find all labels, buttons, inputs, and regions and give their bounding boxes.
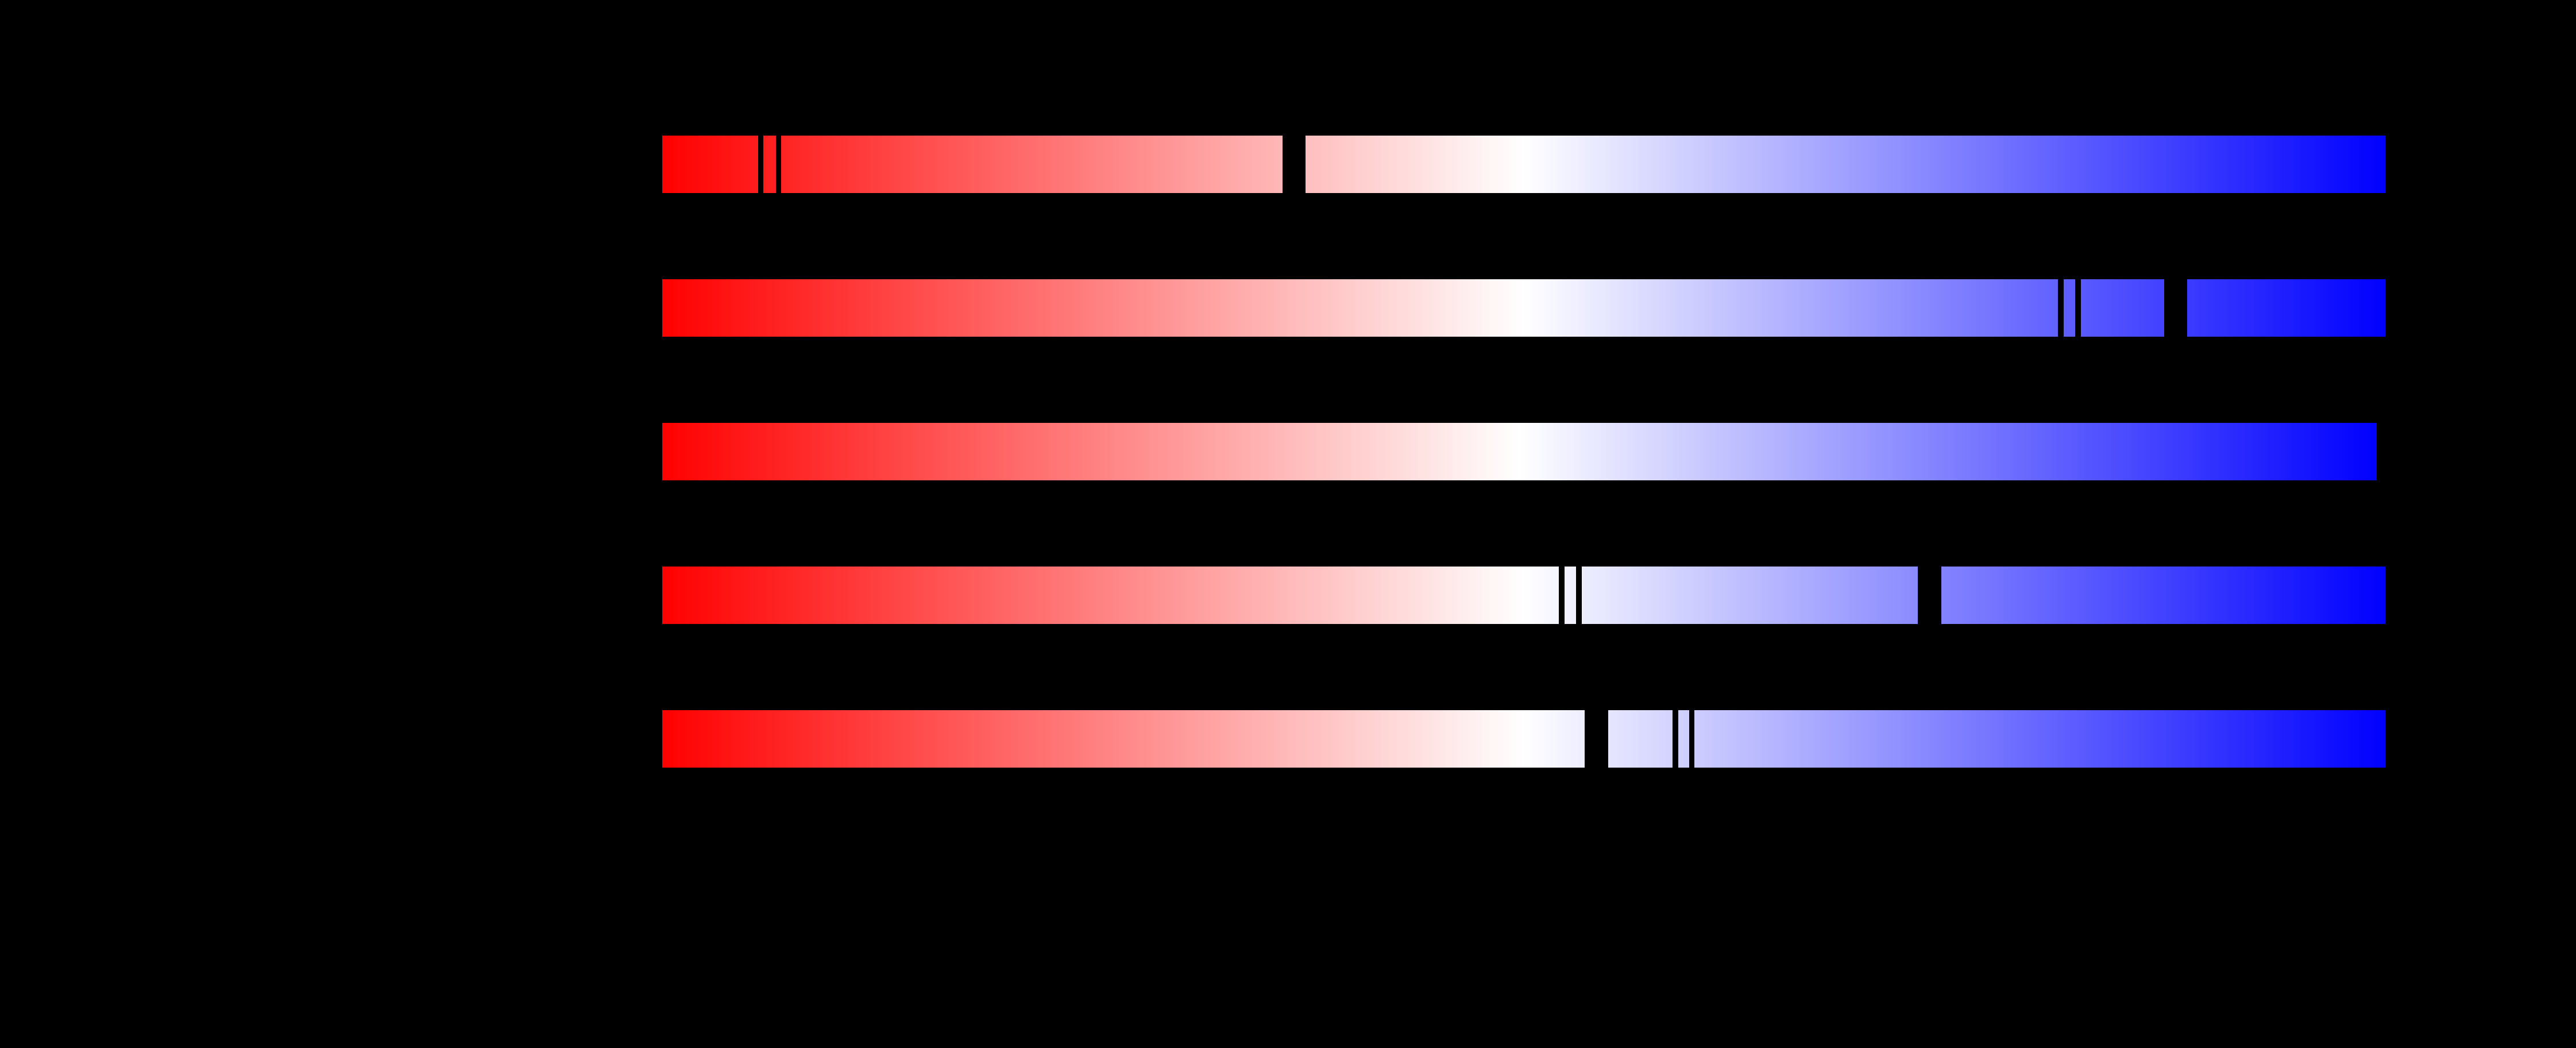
gap-marker bbox=[2164, 279, 2187, 337]
tick-marker bbox=[1559, 567, 1565, 624]
gap-marker bbox=[1585, 710, 1608, 768]
gradient-bar-1 bbox=[662, 136, 2385, 193]
gradient-bar-4 bbox=[662, 567, 2385, 624]
tick-marker bbox=[776, 136, 781, 193]
gap-marker bbox=[1918, 567, 1941, 624]
gap-marker bbox=[1283, 136, 1306, 193]
tick-marker bbox=[1576, 567, 1582, 624]
gradient-bar-2 bbox=[662, 279, 2385, 337]
tick-marker bbox=[1673, 710, 1678, 768]
tick-marker bbox=[758, 136, 763, 193]
gradient-bar-3 bbox=[662, 423, 2377, 480]
tick-marker bbox=[1689, 710, 1694, 768]
gradient-bar-5 bbox=[662, 710, 2385, 768]
tick-marker bbox=[2075, 279, 2081, 337]
tick-marker bbox=[2058, 279, 2064, 337]
